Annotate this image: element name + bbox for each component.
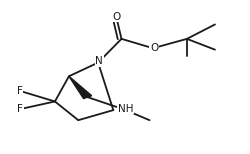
Text: F: F	[17, 86, 22, 96]
Text: O: O	[150, 43, 158, 53]
Text: F: F	[18, 104, 23, 114]
Text: N: N	[96, 56, 103, 66]
Text: O: O	[112, 12, 120, 22]
Text: NH: NH	[118, 104, 134, 114]
Polygon shape	[69, 76, 92, 99]
